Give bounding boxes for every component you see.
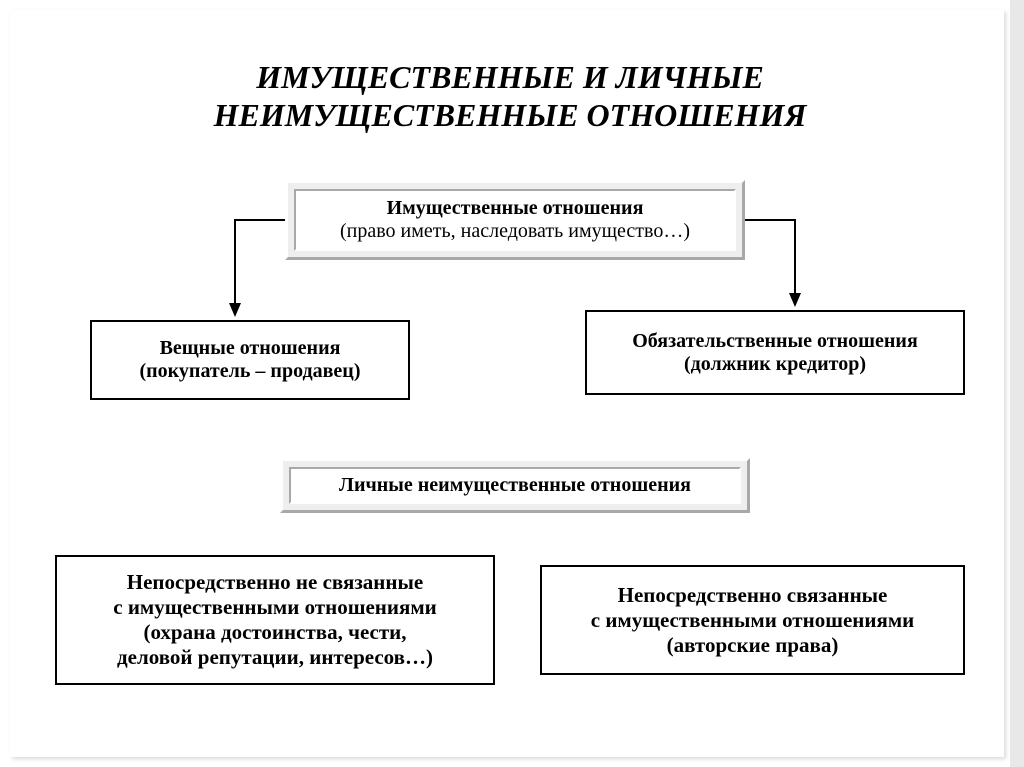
- bottom-right-box: Непосредственно связанные с имущественны…: [540, 565, 965, 675]
- right-child-box: Обязательственные отношения (должник кре…: [585, 310, 965, 395]
- left-child-line1: Вещные отношения: [160, 337, 341, 360]
- mid-box: Личные неимущественные отношения: [280, 458, 750, 513]
- mid-box-inner: Личные неимущественные отношения: [289, 467, 741, 504]
- connector-left: [10, 10, 1010, 510]
- left-child-line2: (покупатель – продавец): [140, 360, 361, 383]
- bottom-left-line2: с имущественными отношениями: [113, 595, 436, 620]
- right-child-line2: (должник кредитор): [684, 353, 866, 376]
- right-child-line1: Обязательственные отношения: [632, 330, 918, 353]
- bottom-left-line4: деловой репутации, интересов…): [117, 645, 433, 670]
- mid-box-line1: Личные неимущественные отношения: [339, 474, 691, 497]
- left-child-box: Вещные отношения (покупатель – продавец): [90, 320, 410, 400]
- bottom-right-line2: с имущественными отношениями: [591, 608, 914, 633]
- bottom-left-line1: Непосредственно не связанные: [127, 570, 423, 595]
- bottom-right-line3: (авторские права): [667, 633, 839, 658]
- bottom-left-box: Непосредственно не связанные с имуществе…: [55, 555, 495, 685]
- bottom-left-line3: (охрана достоинства, чести,: [143, 620, 406, 645]
- bottom-right-line1: Непосредственно связанные: [618, 583, 888, 608]
- slide: ИМУЩЕСТВЕННЫЕ И ЛИЧНЫЕ НЕИМУЩЕСТВЕННЫЕ О…: [10, 10, 1004, 757]
